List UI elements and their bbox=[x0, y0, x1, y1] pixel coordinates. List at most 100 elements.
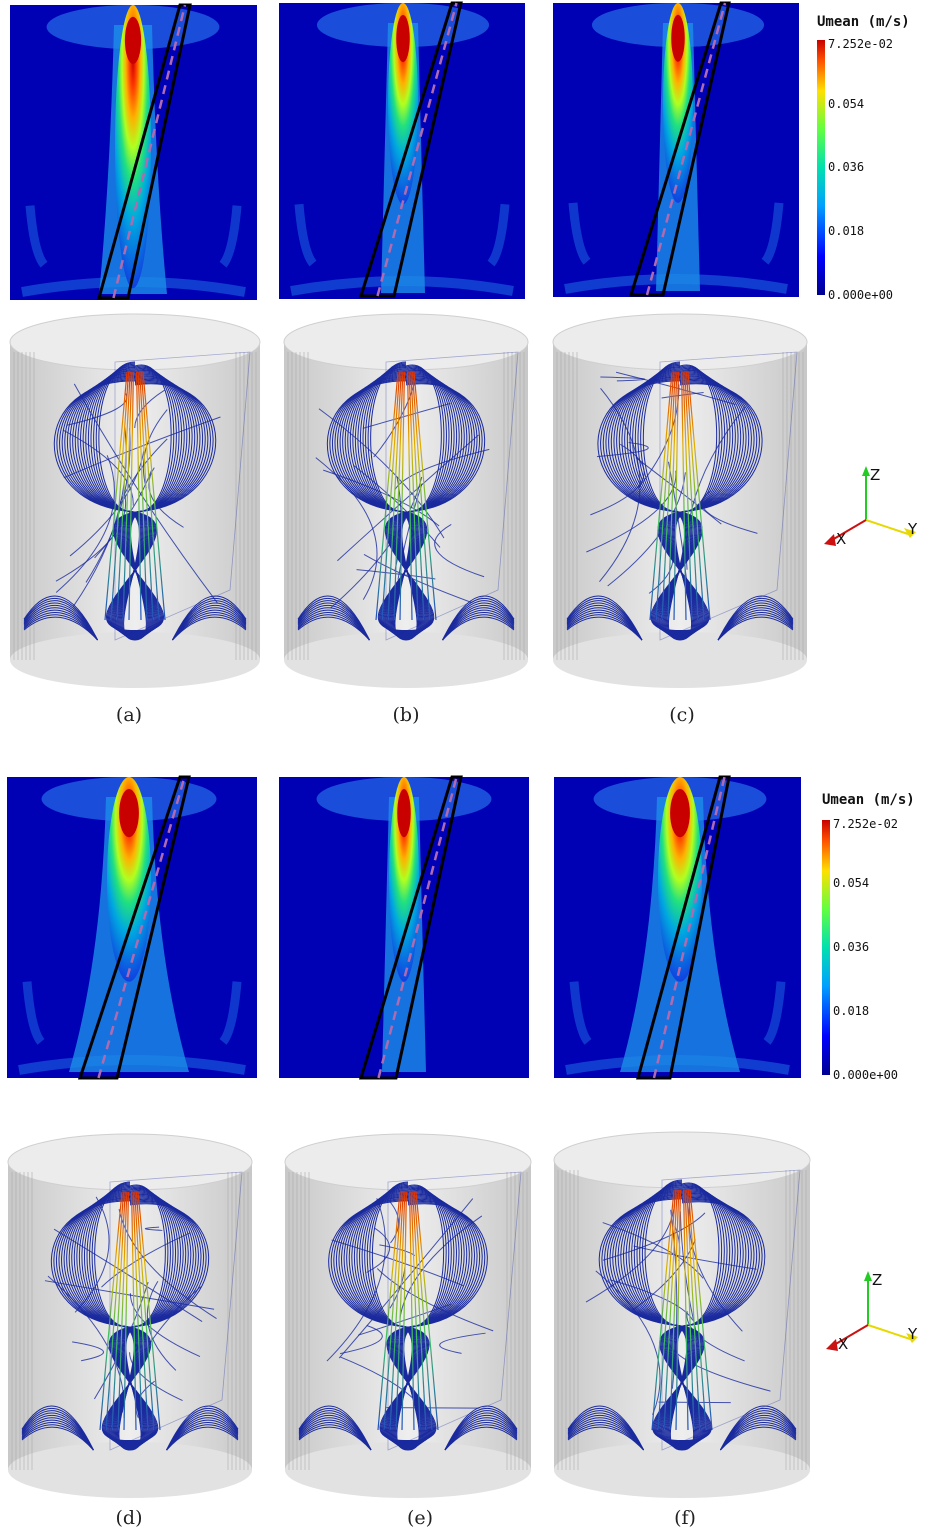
streamline-panel-e bbox=[284, 1133, 532, 1498]
streamline-jet bbox=[685, 371, 705, 621]
streamline-jet bbox=[105, 1191, 125, 1431]
contour-jet-peak bbox=[124, 16, 142, 64]
streamline-jet bbox=[686, 1189, 701, 1431]
impeller-outline bbox=[97, 3, 192, 300]
impeller-centerline bbox=[652, 776, 726, 1079]
impeller-outline bbox=[358, 1, 463, 298]
x-axis-line bbox=[833, 1324, 869, 1346]
streamline-wisp bbox=[366, 1227, 391, 1273]
streamline-bottom-right bbox=[442, 609, 515, 641]
streamline-bottom-right bbox=[719, 1417, 797, 1451]
streamline-jet bbox=[381, 371, 401, 621]
streamline-jet bbox=[387, 371, 402, 621]
streamline-panel-a bbox=[9, 313, 261, 688]
streamline-bottom-left bbox=[21, 1426, 94, 1451]
streamline-wisp bbox=[63, 416, 221, 479]
streamline-jet bbox=[409, 1191, 415, 1431]
impeller-centerline bbox=[377, 776, 458, 1079]
streamline-bottom-right bbox=[717, 616, 794, 641]
streamline-jet bbox=[131, 1191, 137, 1431]
streamline-bottom-right bbox=[172, 607, 247, 641]
streamline-bottom-left bbox=[567, 1422, 644, 1451]
streamline-bottom-right bbox=[717, 614, 794, 641]
streamline-jet bbox=[377, 1191, 401, 1431]
streamline-jet bbox=[681, 371, 687, 621]
streamline-jet-core bbox=[104, 371, 166, 621]
streamline-bottom-left bbox=[567, 1417, 645, 1451]
streamline-jet bbox=[669, 1189, 680, 1431]
streamline-wisp bbox=[586, 470, 677, 553]
caption-f: (f) bbox=[674, 1507, 696, 1529]
streamline-wisp bbox=[439, 1332, 486, 1354]
streamline-wisp bbox=[118, 1209, 217, 1319]
streamline-bottom-left bbox=[23, 607, 98, 641]
streamline-bottom-right bbox=[719, 1407, 797, 1451]
streamline-bottom-right bbox=[444, 1414, 518, 1451]
streamline-jet bbox=[395, 1191, 406, 1431]
streamline-bottom-right bbox=[166, 1414, 239, 1451]
axes-triad-top: Z Y X bbox=[824, 466, 918, 548]
colorbar-max: 7.252e-02 bbox=[833, 817, 898, 831]
streamline-wisp bbox=[337, 434, 479, 562]
streamline-wisp bbox=[602, 1212, 706, 1261]
streamline-jet bbox=[383, 1191, 403, 1431]
tank-cylinder-bottom bbox=[553, 632, 807, 688]
streamline-bottom-right bbox=[172, 597, 247, 641]
streamline-jet bbox=[399, 371, 405, 621]
streamline-wisp bbox=[394, 448, 490, 491]
streamline-bottom-left bbox=[567, 1424, 644, 1451]
streamline-bottom-left bbox=[566, 607, 643, 641]
streamline-bottom-left bbox=[21, 1419, 94, 1451]
impeller-outline bbox=[628, 1, 731, 297]
y-axis-arrow bbox=[904, 528, 916, 538]
contour-corner-band bbox=[294, 203, 317, 267]
colorbar-bottom: Umean (m/s) 7.252e-02 0.054 0.036 0.018 … bbox=[822, 792, 915, 1082]
streamline-bottom-right bbox=[172, 604, 247, 641]
streamline-bottom-right bbox=[166, 1426, 239, 1451]
streamline-bottom-left bbox=[298, 1417, 372, 1451]
z-axis-label: Z bbox=[872, 1271, 882, 1289]
streamline-wisp bbox=[331, 1239, 465, 1287]
contour-jet-peak bbox=[670, 789, 690, 838]
streamline-bottom-left bbox=[567, 1412, 645, 1451]
streamline-bottom-right bbox=[172, 616, 247, 641]
streamline-jet bbox=[132, 1191, 143, 1431]
y-axis-line bbox=[865, 519, 909, 535]
tank-cylinder-bottom bbox=[554, 1442, 810, 1498]
contour-jet-core bbox=[388, 3, 418, 205]
streamline-bottom-right bbox=[442, 595, 515, 641]
streamline-jet bbox=[684, 1189, 695, 1431]
streamline-bottom-right bbox=[719, 1419, 797, 1451]
impeller-outline bbox=[636, 775, 731, 1080]
streamline-wisp bbox=[74, 1196, 110, 1313]
streamline-jet bbox=[649, 371, 673, 621]
streamline-wisp bbox=[376, 1268, 494, 1332]
tank-cylinder-bottom bbox=[285, 1442, 531, 1498]
streamline-plane-outline bbox=[109, 1171, 243, 1451]
contour-corner-band bbox=[25, 205, 48, 268]
colorbar-min: 0.000e+00 bbox=[828, 288, 893, 302]
streamline-jet bbox=[675, 1189, 681, 1431]
streamline-jet bbox=[135, 1191, 155, 1431]
streamline-bottom-right bbox=[166, 1419, 239, 1451]
streamline-jet bbox=[673, 371, 679, 621]
streamline-wisp bbox=[688, 1202, 743, 1332]
streamline-bottom-right bbox=[717, 595, 794, 641]
streamline-wisp bbox=[667, 461, 689, 588]
streamline-plane-outline bbox=[661, 1169, 801, 1451]
streamline-jet-core bbox=[377, 1191, 439, 1431]
streamline-wisp bbox=[363, 554, 472, 603]
y-axis-label: Y bbox=[907, 1325, 918, 1343]
streamline-jet bbox=[134, 1191, 149, 1431]
contour-jet-peak bbox=[119, 789, 139, 838]
streamline-bottom-left bbox=[297, 607, 370, 641]
streamline-jet bbox=[111, 1191, 126, 1431]
colorbar-tick: 0.054 bbox=[828, 97, 864, 111]
streamline-wisp bbox=[144, 1226, 163, 1231]
streamline-bottom-right bbox=[444, 1417, 518, 1451]
streamline-jet bbox=[661, 371, 676, 621]
axes-triad-bottom-svg: Z Y X bbox=[826, 1271, 918, 1353]
streamline-plane-outline bbox=[114, 351, 251, 641]
streamline-bottom-right bbox=[720, 1426, 797, 1451]
